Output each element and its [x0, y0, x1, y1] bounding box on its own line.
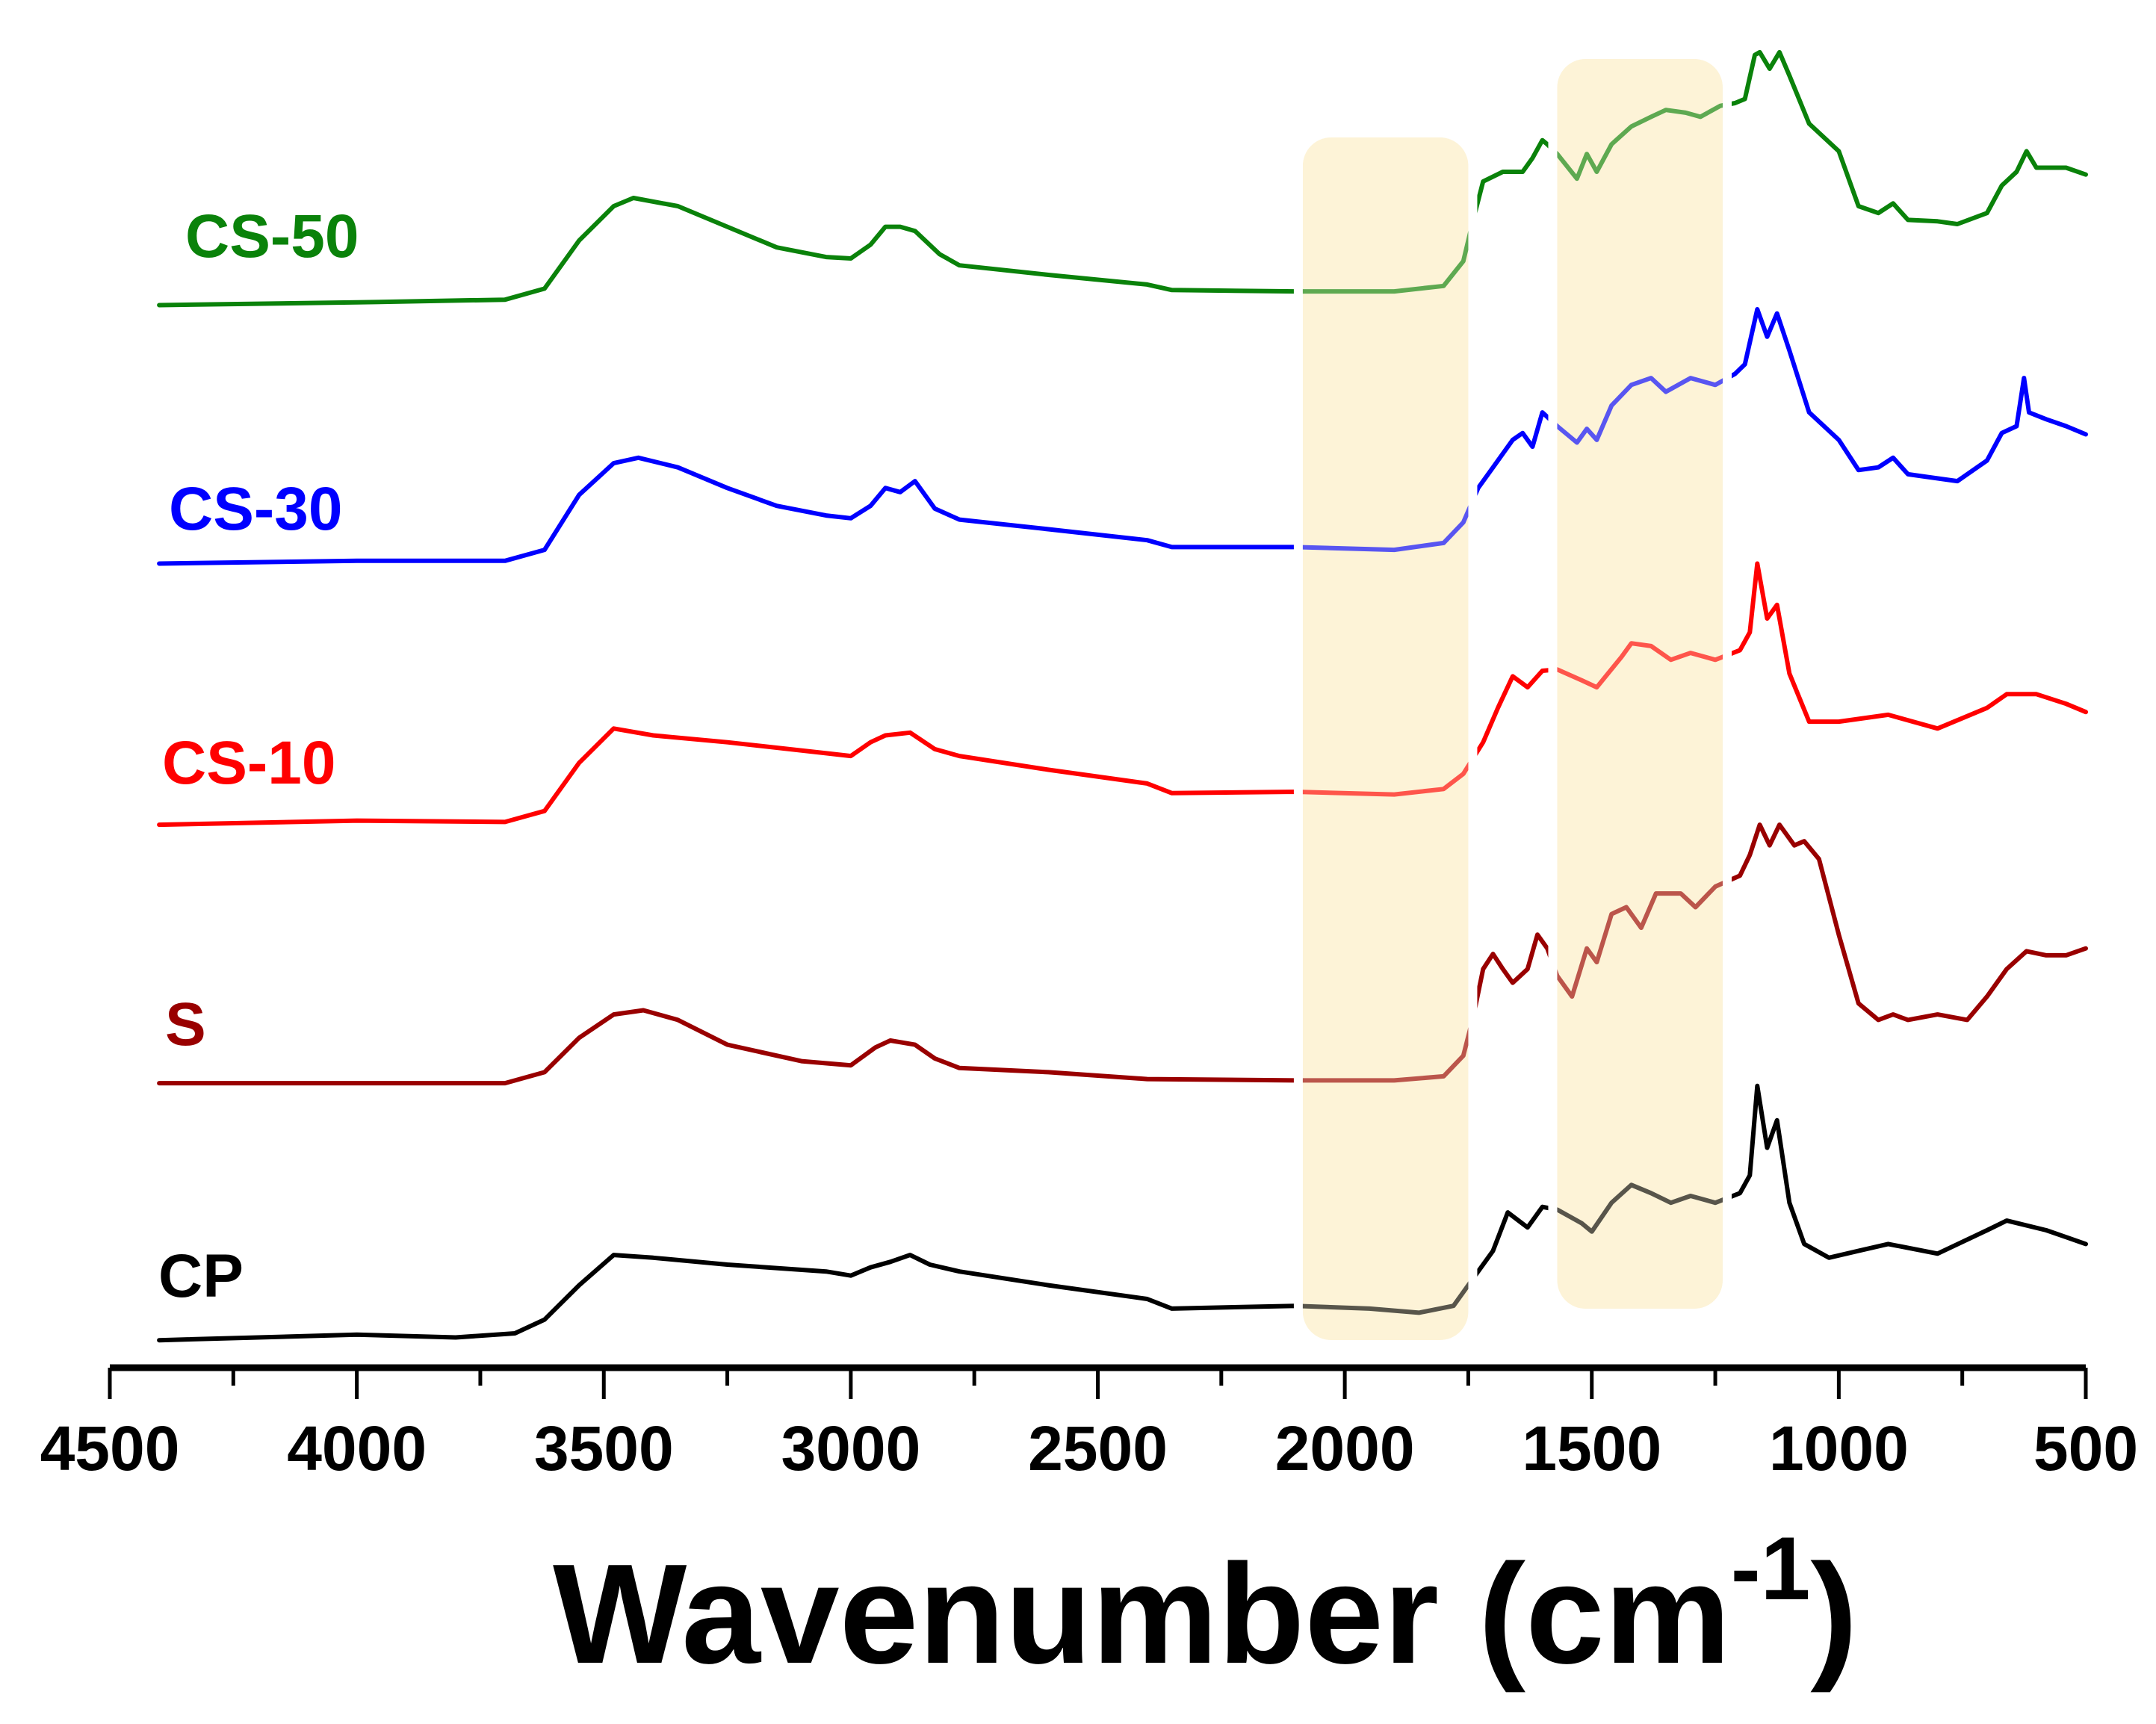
series-line-cs-30 — [157, 307, 2088, 566]
series-label-cp: CP — [158, 1242, 244, 1310]
series-line-cs-50 — [157, 49, 2088, 308]
x-tick-label: 500 — [2033, 1413, 2138, 1483]
highlight-region-border — [1293, 128, 1478, 1349]
series-label-cs-10: CS-10 — [162, 729, 335, 797]
series-label-cs-50: CS-50 — [185, 202, 359, 270]
series-label-s: S — [165, 990, 206, 1058]
series-labels: CS-50 CS-30 CS-10 S CP — [158, 202, 359, 1310]
x-tick-label: 3000 — [781, 1413, 920, 1483]
x-tick-label: 4500 — [40, 1413, 180, 1483]
highlight-region-border — [1548, 50, 1732, 1318]
series-label-cs-30: CS-30 — [169, 475, 342, 543]
x-tick-label: 2500 — [1028, 1413, 1168, 1483]
x-axis-title-superscript: -1 — [1731, 1519, 1811, 1619]
highlight-region — [1557, 59, 1723, 1309]
x-tick-label: 1500 — [1522, 1413, 1661, 1483]
x-tick-label: 2000 — [1275, 1413, 1415, 1483]
series-line-cp — [157, 1083, 2088, 1343]
highlight-region-borders — [1293, 50, 1732, 1349]
highlight-region-tint — [1302, 137, 1469, 1340]
highlight-region-tint — [1557, 59, 1723, 1309]
x-tick-label: 3500 — [534, 1413, 674, 1483]
highlight-regions — [1302, 59, 1723, 1340]
x-axis-title-main: Wavenumber (cm — [553, 1535, 1731, 1693]
x-tick-label: 4000 — [287, 1413, 427, 1483]
x-axis-title-close: ) — [1810, 1535, 1857, 1693]
x-tick-label: 1000 — [1769, 1413, 1909, 1483]
series-line-s — [157, 822, 2088, 1086]
x-axis: 4500 4000 3500 3000 2500 2000 1500 1000 500 — [40, 1364, 2138, 1483]
series-line-cs-10 — [157, 561, 2088, 828]
spectra-curves — [157, 49, 2088, 1343]
highlight-region — [1302, 137, 1469, 1340]
x-axis-title: Wavenumber (cm-1) — [553, 1519, 1858, 1693]
